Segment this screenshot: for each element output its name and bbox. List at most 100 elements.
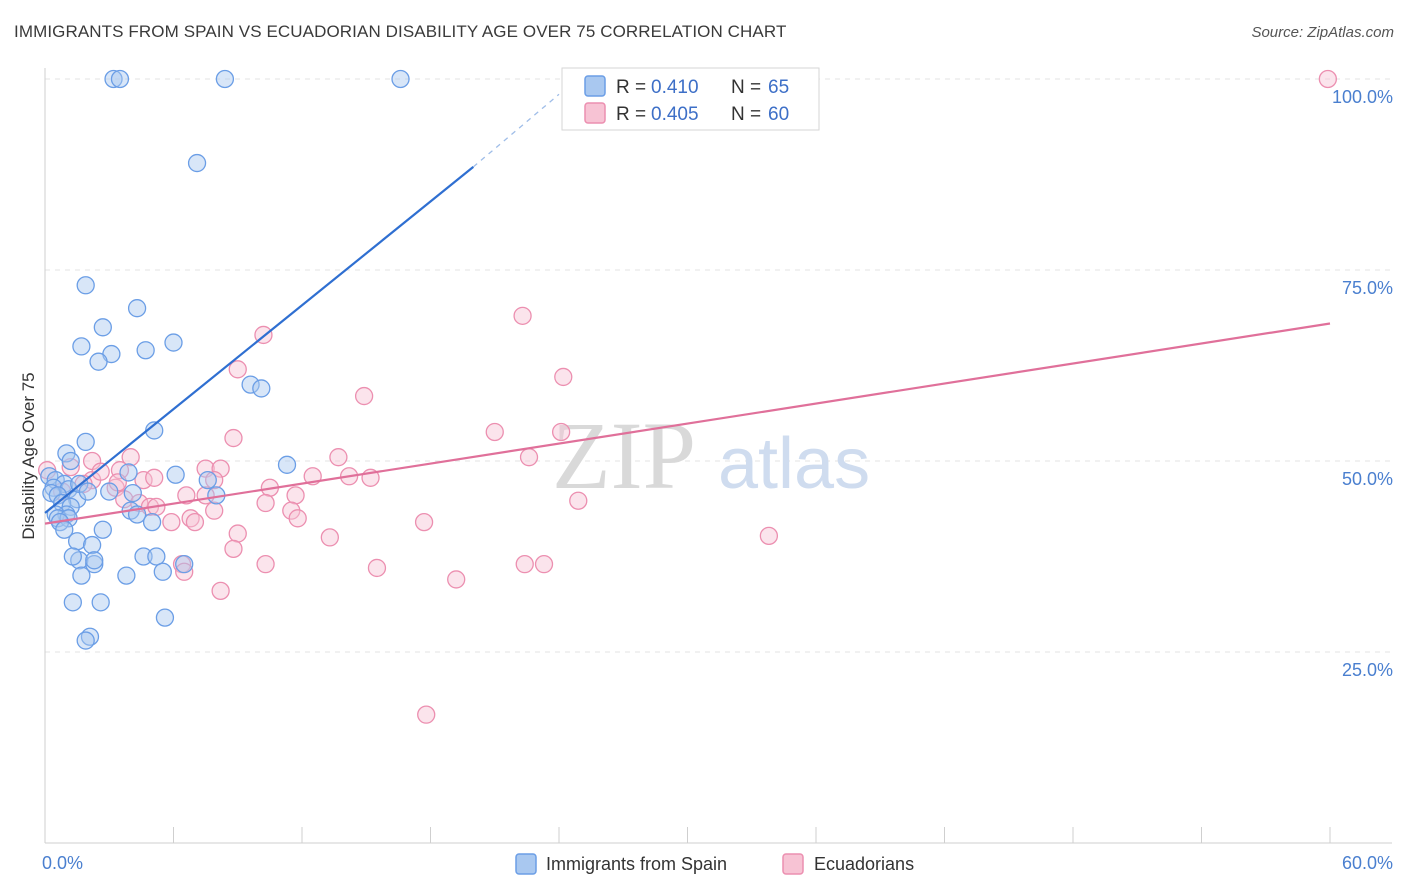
ecuadorian-point bbox=[288, 509, 307, 528]
ecuadorian-point bbox=[759, 526, 779, 546]
ecuadorian-point bbox=[211, 581, 230, 601]
ecuadorian-point bbox=[228, 524, 247, 543]
spain-point bbox=[119, 463, 138, 482]
ecuadorian-point bbox=[417, 705, 436, 724]
ecuadorian-point bbox=[354, 386, 374, 406]
legend-r-value-blue: 0.410 bbox=[651, 77, 699, 98]
ecuadorian-point bbox=[485, 422, 504, 442]
spain-point bbox=[164, 333, 183, 352]
y-tick-label: 100.0% bbox=[1332, 87, 1393, 107]
legend-swatch-spain bbox=[515, 853, 537, 875]
spain-point bbox=[391, 69, 410, 89]
ecuadorian-point bbox=[145, 468, 164, 487]
spain-point bbox=[110, 69, 130, 89]
ecuadorian-point bbox=[447, 570, 466, 589]
source-credit: Source: ZipAtlas.com bbox=[1251, 24, 1394, 41]
legend-swatch-pink bbox=[584, 102, 606, 124]
ecuadorian-point bbox=[121, 448, 140, 467]
ecuadorian-point bbox=[367, 558, 387, 578]
ecuadorian-point bbox=[513, 306, 532, 325]
y-axis-title: Disability Age Over 75 bbox=[19, 372, 38, 539]
spain-point bbox=[91, 593, 110, 612]
tick-labels: 25.0% 50.0% 75.0% 100.0% 0.0% 60.0% bbox=[42, 87, 1393, 873]
correlation-legend: R = 0.410 N = 65 R = 0.405 N = 60 bbox=[561, 67, 820, 131]
spain-point bbox=[187, 153, 207, 173]
ecuadorian-point bbox=[554, 367, 573, 387]
legend-n-value-pink: 60 bbox=[768, 104, 789, 125]
spain-point bbox=[252, 379, 271, 398]
watermark-zip: ZIP bbox=[552, 402, 696, 509]
spain-point bbox=[85, 551, 104, 570]
spain-point bbox=[142, 512, 162, 532]
spain-point bbox=[155, 608, 175, 627]
ecuadorian-point bbox=[91, 462, 110, 481]
spain-point bbox=[76, 432, 95, 452]
spain-point bbox=[215, 69, 235, 89]
ecuadorian-point bbox=[534, 554, 554, 574]
gridlines bbox=[45, 78, 1392, 653]
spain-point bbox=[61, 451, 80, 471]
spain-point bbox=[153, 562, 172, 581]
ecuadorian-point bbox=[134, 470, 153, 490]
ecuadorian-point bbox=[414, 512, 434, 532]
spain-point bbox=[277, 455, 297, 474]
legend-swatch-blue bbox=[584, 75, 606, 97]
y-tick-label: 75.0% bbox=[1342, 278, 1393, 298]
legend-r-label-blue: R = bbox=[616, 77, 646, 98]
spain-point bbox=[127, 299, 147, 318]
spain-point bbox=[67, 532, 87, 551]
ecuadorian-point bbox=[320, 528, 339, 547]
legend-label-ecuadorians: Ecuadorians bbox=[814, 854, 914, 874]
ecuadorian-point bbox=[256, 493, 275, 513]
chart-title: IMMIGRANTS FROM SPAIN VS ECUADORIAN DISA… bbox=[14, 22, 787, 41]
legend-n-value-blue: 65 bbox=[768, 77, 789, 98]
ecuadorian-point bbox=[175, 562, 194, 581]
spain-point bbox=[78, 482, 97, 501]
ecuadorian-point bbox=[177, 486, 196, 505]
ecuadorians-trend-line bbox=[44, 322, 1331, 525]
series-legend: Immigrants from Spain Ecuadorians bbox=[515, 853, 914, 875]
spain-point bbox=[93, 520, 112, 539]
legend-n-label-blue: N = bbox=[731, 77, 761, 98]
trend-lines bbox=[44, 93, 1331, 525]
y-tick-label: 50.0% bbox=[1342, 469, 1393, 489]
y-tick-label: 25.0% bbox=[1342, 660, 1393, 680]
spain-point bbox=[136, 341, 155, 360]
x-tick-label: 0.0% bbox=[42, 853, 83, 873]
spain-point bbox=[117, 566, 136, 585]
spain-point bbox=[63, 547, 82, 566]
ecuadorian-point bbox=[329, 448, 348, 467]
ecuadorian-point bbox=[205, 470, 224, 490]
ecuadorian-point bbox=[61, 457, 80, 477]
ecuadorian-point bbox=[228, 360, 247, 379]
ecuadorian-point bbox=[515, 554, 534, 574]
ecuadorian-point bbox=[205, 501, 224, 520]
spain-point bbox=[93, 318, 112, 337]
spain-point bbox=[72, 566, 91, 585]
legend-label-spain: Immigrants from Spain bbox=[546, 854, 727, 874]
ecuadorian-point bbox=[224, 428, 243, 448]
ecuadorian-point bbox=[185, 512, 205, 532]
spain-point bbox=[76, 276, 95, 295]
watermark-atlas: atlas bbox=[718, 424, 870, 504]
axes bbox=[44, 68, 1392, 844]
legend-r-value-pink: 0.405 bbox=[651, 104, 699, 125]
ecuadorian-point bbox=[286, 486, 305, 505]
legend-swatch-ecuadorians bbox=[782, 853, 804, 875]
spain-trend-extension bbox=[472, 93, 560, 168]
legend-r-label-pink: R = bbox=[616, 104, 646, 125]
ecuadorian-point bbox=[224, 539, 243, 559]
spain-point bbox=[72, 337, 91, 356]
spain-point bbox=[89, 352, 108, 371]
ecuadorian-point bbox=[569, 491, 588, 510]
spain-point bbox=[134, 547, 153, 566]
ecuadorian-point bbox=[162, 512, 181, 532]
ecuadorian-point bbox=[256, 554, 275, 574]
legend-n-label-pink: N = bbox=[731, 104, 761, 125]
spain-point bbox=[241, 375, 260, 394]
spain-point bbox=[100, 482, 119, 501]
spain-trend-line bbox=[44, 166, 475, 514]
spain-points bbox=[40, 69, 410, 650]
ecuadorian-point bbox=[551, 422, 571, 442]
ecuadorian-point bbox=[211, 459, 230, 478]
